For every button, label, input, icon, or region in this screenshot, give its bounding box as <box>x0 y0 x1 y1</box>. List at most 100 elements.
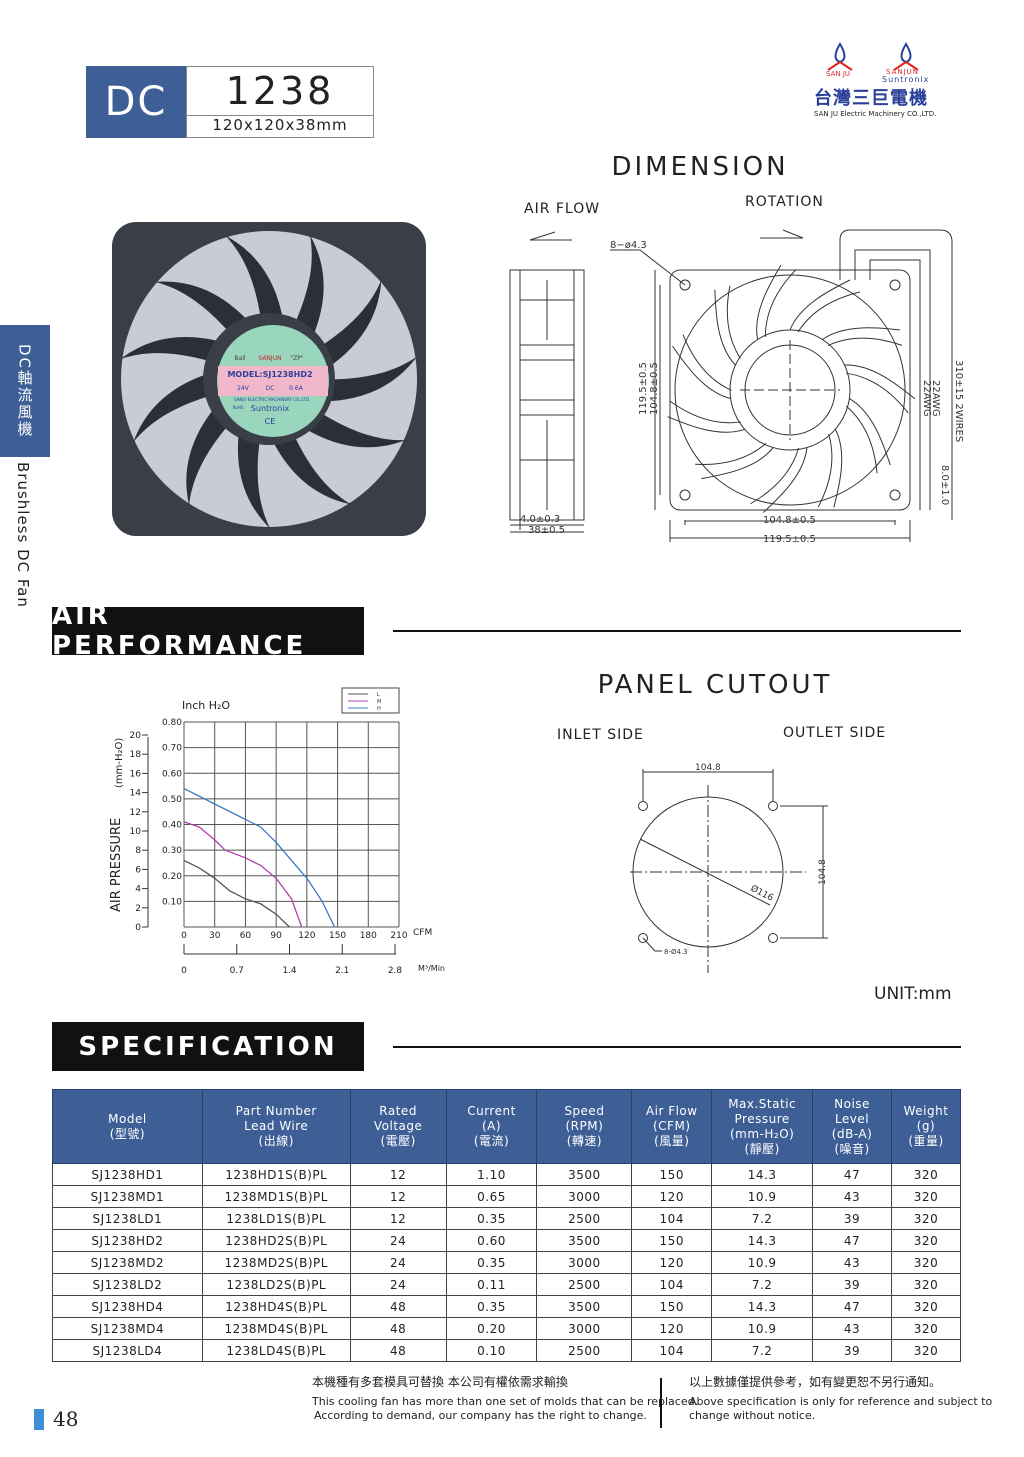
column-header-line: (出線) <box>258 1134 294 1148</box>
table-row: SJ1238MD4 1238MD4S(B)PL 48 0.20 3000 120 10.9 4… <box>52 1317 961 1340</box>
table-row: SJ1238LD4 1238LD4S(B)PL 48 0.10 2500 104 7.2 39… <box>52 1339 961 1362</box>
front-view <box>669 269 911 511</box>
table-cell: SJ1238HD2 <box>52 1229 203 1252</box>
label-bearing: Ball <box>234 355 245 362</box>
category-tab: DC軸流風機 <box>0 325 50 457</box>
table-cell: 120 <box>631 1317 713 1340</box>
column-header: Part Number Lead Wire (出線) <box>201 1089 351 1164</box>
drawing-shape: LMH <box>348 692 381 712</box>
column-header: Rated Voltage (電壓) <box>349 1089 447 1164</box>
column-header: Model (型號) <box>52 1089 203 1164</box>
column-header-line: Lead Wire <box>244 1119 309 1133</box>
company-logo: SAN JU SANJUN Suntronix 台灣三巨電機 SAN JU El… <box>806 40 956 122</box>
wire-awg-2: 22AWG <box>921 380 932 417</box>
x-tick-label: 210 <box>390 931 407 941</box>
logo-mark-icon: SAN JU SANJUN Suntronix 台灣三巨電機 SAN JU El… <box>814 42 936 118</box>
drawing-shape <box>654 270 911 542</box>
drawing-blade <box>844 364 916 414</box>
table-cell: 0.11 <box>445 1273 538 1296</box>
panel-cutout-drawing: 104.8 104.8 Ø116 8-Ø4.3 <box>630 763 828 973</box>
table-cell: 12 <box>349 1163 447 1186</box>
rotation-label: ROTATION <box>745 194 824 210</box>
y-tick-label: 0.30 <box>162 846 182 856</box>
y-tick-label: 0.60 <box>162 769 182 779</box>
column-header-line: Pressure <box>734 1111 790 1126</box>
table-row: SJ1238LD1 1238LD1S(B)PL 12 0.35 2500 104 7.2 39… <box>52 1207 961 1230</box>
drawing-shape <box>639 769 828 952</box>
column-header-line: Max.Static <box>728 1096 797 1111</box>
table-cell: 24 <box>349 1229 447 1252</box>
x2-tick-label: 2.1 <box>335 966 349 976</box>
drawing-shape: 8−ø4.3 4.0±0.3 38±0.5 104.8±0.5 119.5±0.… <box>520 240 964 545</box>
drawing-shape <box>768 801 778 811</box>
table-cell: 1238LD2S(B)PL <box>201 1273 351 1296</box>
mm-tick-label: 4 <box>135 885 141 895</box>
table-cell: SJ1238HD1 <box>52 1163 203 1186</box>
mm-tick-label: 8 <box>135 846 141 856</box>
table-cell: 14.3 <box>711 1163 814 1186</box>
table-cell: SJ1238MD4 <box>52 1317 203 1340</box>
logo-sanjun: SANJUN <box>886 68 919 76</box>
column-header-line: (g) <box>916 1119 936 1133</box>
column-header-line: Voltage <box>373 1119 423 1133</box>
column-header-line: (mm-H₂O) <box>729 1126 795 1141</box>
cutout-spacing-h: 104.8 <box>695 763 721 773</box>
drawing-shape: Ball SANJUN "ZP" MODEL:SJ1238HD2 24V DC … <box>227 355 312 426</box>
air-flow-label: AIR FLOW <box>524 201 601 217</box>
column-header-line: (風量) <box>654 1134 690 1148</box>
chart-y-mm-unit: (mm-H₂O) <box>114 738 125 788</box>
table-cell: 1238LD1S(B)PL <box>201 1207 351 1230</box>
table-cell: 1238HD2S(B)PL <box>201 1229 351 1252</box>
table-cell: 39 <box>812 1273 892 1296</box>
table-cell: 1238LD4S(B)PL <box>201 1339 351 1362</box>
table-cell: SJ1238MD1 <box>52 1185 203 1208</box>
footer-divider <box>660 1378 662 1428</box>
column-header: Speed (RPM) (轉速) <box>536 1089 633 1164</box>
column-header-line: Rated <box>379 1104 417 1118</box>
table-cell: 150 <box>631 1163 713 1186</box>
table-cell: 3000 <box>536 1185 633 1208</box>
specification-heading: SPECIFICATION <box>52 1022 364 1071</box>
note-spec-en-1: Above specification is only for referenc… <box>689 1395 993 1408</box>
height-inner-dim: 104.8±0.5 <box>649 362 660 415</box>
x-tick-label: 60 <box>240 931 252 941</box>
table-cell: 24 <box>349 1273 447 1296</box>
table-cell: 320 <box>891 1251 961 1274</box>
drawing-blade <box>750 447 808 513</box>
table-cell: 47 <box>812 1229 892 1252</box>
table-cell: SJ1238MD2 <box>52 1251 203 1274</box>
column-header: Current (A) (電流) <box>445 1089 538 1164</box>
table-cell: 3500 <box>536 1295 633 1318</box>
rotation-arrow-icon <box>760 229 804 239</box>
drawing-shape <box>142 721 400 955</box>
table-cell: 320 <box>891 1339 961 1362</box>
table-cell: 7.2 <box>711 1207 814 1230</box>
legend-label-L: L <box>377 692 380 698</box>
model-box: 1238 120x120x38mm <box>186 66 374 138</box>
label-brand: SANJUN <box>258 355 281 362</box>
drawing-shape <box>638 801 648 811</box>
series-label: DC <box>104 79 168 125</box>
mm-tick-label: 12 <box>130 808 141 818</box>
legend-label-M: M <box>377 699 381 705</box>
table-cell: 120 <box>631 1251 713 1274</box>
drawing-blade <box>789 279 861 333</box>
label-voltage: 24V <box>237 385 250 392</box>
drawing-shape <box>839 229 953 520</box>
table-cell: 320 <box>891 1207 961 1230</box>
table-cell: 14.3 <box>711 1229 814 1252</box>
table-cell: 320 <box>891 1229 961 1252</box>
cutout-holes: 8-Ø4.3 <box>664 948 688 956</box>
x-tick-label: 90 <box>270 931 282 941</box>
table-cell: 104 <box>631 1339 713 1362</box>
x-tick-label: 150 <box>329 931 346 941</box>
x-tick-label: 30 <box>209 931 221 941</box>
y-tick-label: 0.50 <box>162 795 182 805</box>
fan-photo: Ball SANJUN "ZP" MODEL:SJ1238HD2 24V DC … <box>112 222 426 536</box>
mm-tick-label: 2 <box>135 904 141 914</box>
mm-tick-label: 18 <box>130 750 142 760</box>
drawing-shape <box>679 489 691 501</box>
drawing-blade <box>695 443 774 480</box>
column-header-line: Current <box>467 1104 516 1118</box>
label-rohs: RoHS <box>233 405 244 410</box>
